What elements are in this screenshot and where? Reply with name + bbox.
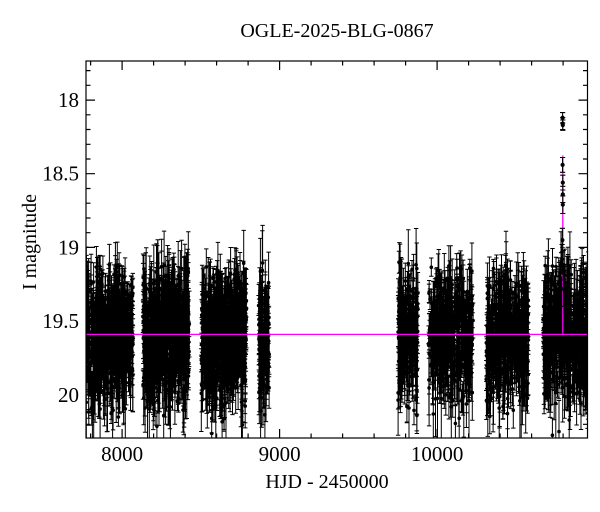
x-tick-label: 8000 [101,442,143,466]
data-points [256,261,271,417]
season-points [426,242,476,438]
y-tick-label: 19 [58,235,79,259]
photometry-data-layer [86,224,588,438]
data-points [86,263,135,419]
season-points [484,230,531,438]
data-points [141,261,192,428]
data-points [199,261,249,436]
season-points [86,241,136,438]
y-tick-label: 18.5 [42,162,79,186]
season-points [199,229,249,438]
data-points [541,261,588,437]
season-points [395,228,421,438]
season-points [140,230,192,438]
y-tick-label: 19.5 [42,309,79,333]
event-data-points [560,115,566,291]
y-tick-label: 18 [58,88,79,112]
x-tick-label: 9000 [259,442,301,466]
season-points [256,224,272,438]
data-points [426,264,475,426]
data-points [484,263,531,419]
axis-ticks [86,61,588,438]
season-points [541,231,588,438]
x-axis-label: HJD - 2450000 [265,471,389,493]
plot-title: OGLE-2025-BLG-0867 [240,20,434,42]
plot-frame [85,60,589,439]
data-points [396,260,420,418]
y-tick-label: 20 [58,383,79,407]
x-tick-label: 10000 [411,442,464,466]
